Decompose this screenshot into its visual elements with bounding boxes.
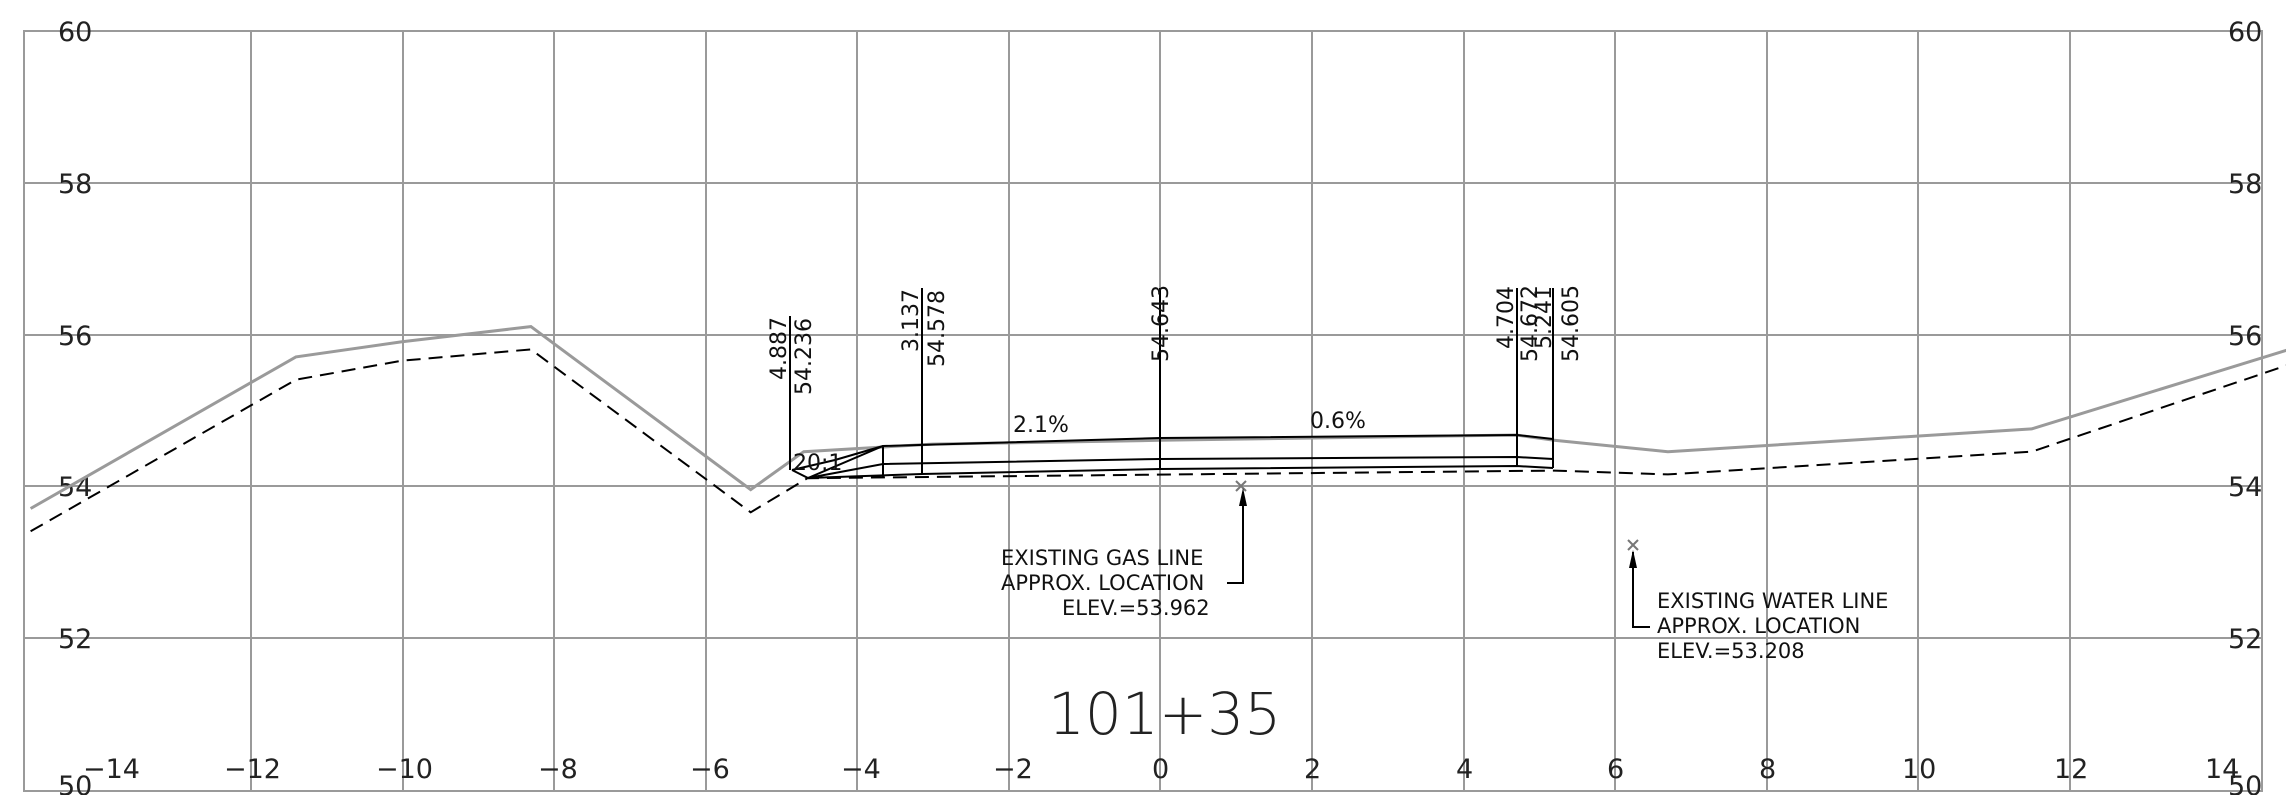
grid-frame (23, 30, 2263, 792)
x-axis-labels: −14 −12 −10 −8 −6 −4 −2 0 2 4 6 8 10 12 … (83, 754, 2239, 785)
water-note-line1: EXISTING WATER LINE (1657, 589, 1888, 613)
y-label-left-50: 50 (58, 771, 92, 795)
x-label-0: 0 (1152, 754, 1169, 785)
dim-elev-right-1: 54.672 (1518, 285, 1543, 362)
dim-elev-center: 54.643 (1149, 285, 1174, 362)
water-leader-line (1632, 552, 1650, 628)
water-leader-arrow-icon (1629, 550, 1637, 568)
y-label-right-52: 52 (2228, 624, 2262, 655)
dim-offset-right-2: 5.241 (1532, 286, 1557, 349)
gas-note-line1: EXISTING GAS LINE (1001, 546, 1203, 570)
x-label-neg2: −2 (993, 754, 1033, 785)
y-label-left-58: 58 (58, 169, 92, 200)
pavement-top-line (791, 433, 1554, 480)
y-label-right-60: 60 (2228, 17, 2262, 48)
dimension-leaders (789, 288, 1554, 470)
x-label-neg6: −6 (690, 754, 730, 785)
dim-offset-right-1: 4.704 (1494, 286, 1519, 349)
dim-elev-right-2: 54.605 (1559, 285, 1584, 362)
x-label-10: 10 (1902, 754, 1936, 785)
x-label-12: 12 (2054, 754, 2088, 785)
x-label-2: 2 (1304, 754, 1321, 785)
water-line-marker-icon (1627, 539, 1639, 551)
slope-label-side: 20:1 (793, 451, 842, 476)
x-label-14: 14 (2205, 754, 2239, 785)
slope-label-left: 2.1% (1013, 413, 1069, 438)
gas-note-line2: APPROX. LOCATION (1001, 571, 1204, 595)
x-label-8: 8 (1759, 754, 1776, 785)
water-note-line3: ELEV.=53.208 (1657, 639, 1805, 663)
y-label-left-60: 60 (58, 17, 92, 48)
gas-line-annotation: EXISTING GAS LINE APPROX. LOCATION ELEV.… (1001, 480, 1247, 620)
y-label-left-56: 56 (58, 321, 92, 352)
dim-elev-left: 54.236 (792, 318, 817, 395)
x-label-neg10: −10 (376, 754, 433, 785)
gas-note-line3: ELEV.=53.962 (1062, 596, 1210, 620)
station-label: 101+35 (1048, 680, 1281, 748)
x-label-neg14: −14 (83, 754, 140, 785)
x-label-neg12: −12 (224, 754, 281, 785)
dim-offset-mid-left: 3.137 (899, 289, 924, 352)
dim-offset-left: 4.887 (767, 317, 792, 380)
grid (23, 30, 2263, 792)
gas-leader-line (1227, 492, 1244, 584)
x-label-neg8: −8 (538, 754, 578, 785)
x-label-4: 4 (1456, 754, 1473, 785)
x-label-neg4: −4 (841, 754, 881, 785)
y-axis-left-labels: 60 58 56 54 52 50 (58, 17, 92, 795)
y-label-right-54: 54 (2228, 472, 2262, 503)
water-note-line2: APPROX. LOCATION (1657, 614, 1860, 638)
gas-leader-arrow-icon (1239, 488, 1247, 506)
water-line-annotation: EXISTING WATER LINE APPROX. LOCATION ELE… (1627, 539, 1888, 663)
y-label-right-50: 50 (2228, 771, 2262, 795)
x-label-6: 6 (1607, 754, 1624, 785)
subgrade-dashed-line (30, 348, 2286, 533)
gas-line-marker-icon (1235, 480, 1247, 492)
y-label-left-52: 52 (58, 624, 92, 655)
y-label-right-56: 56 (2228, 321, 2262, 352)
y-label-right-58: 58 (2228, 169, 2262, 200)
dim-elev-mid-left: 54.578 (925, 290, 950, 367)
dimension-labels: 4.887 54.236 3.137 54.578 54.643 4.704 5… (767, 285, 1584, 395)
slope-label-right: 0.6% (1310, 409, 1366, 434)
y-axis-right-labels: 60 58 56 54 52 50 (2228, 17, 2262, 795)
slope-20-1-wedge (791, 445, 884, 471)
